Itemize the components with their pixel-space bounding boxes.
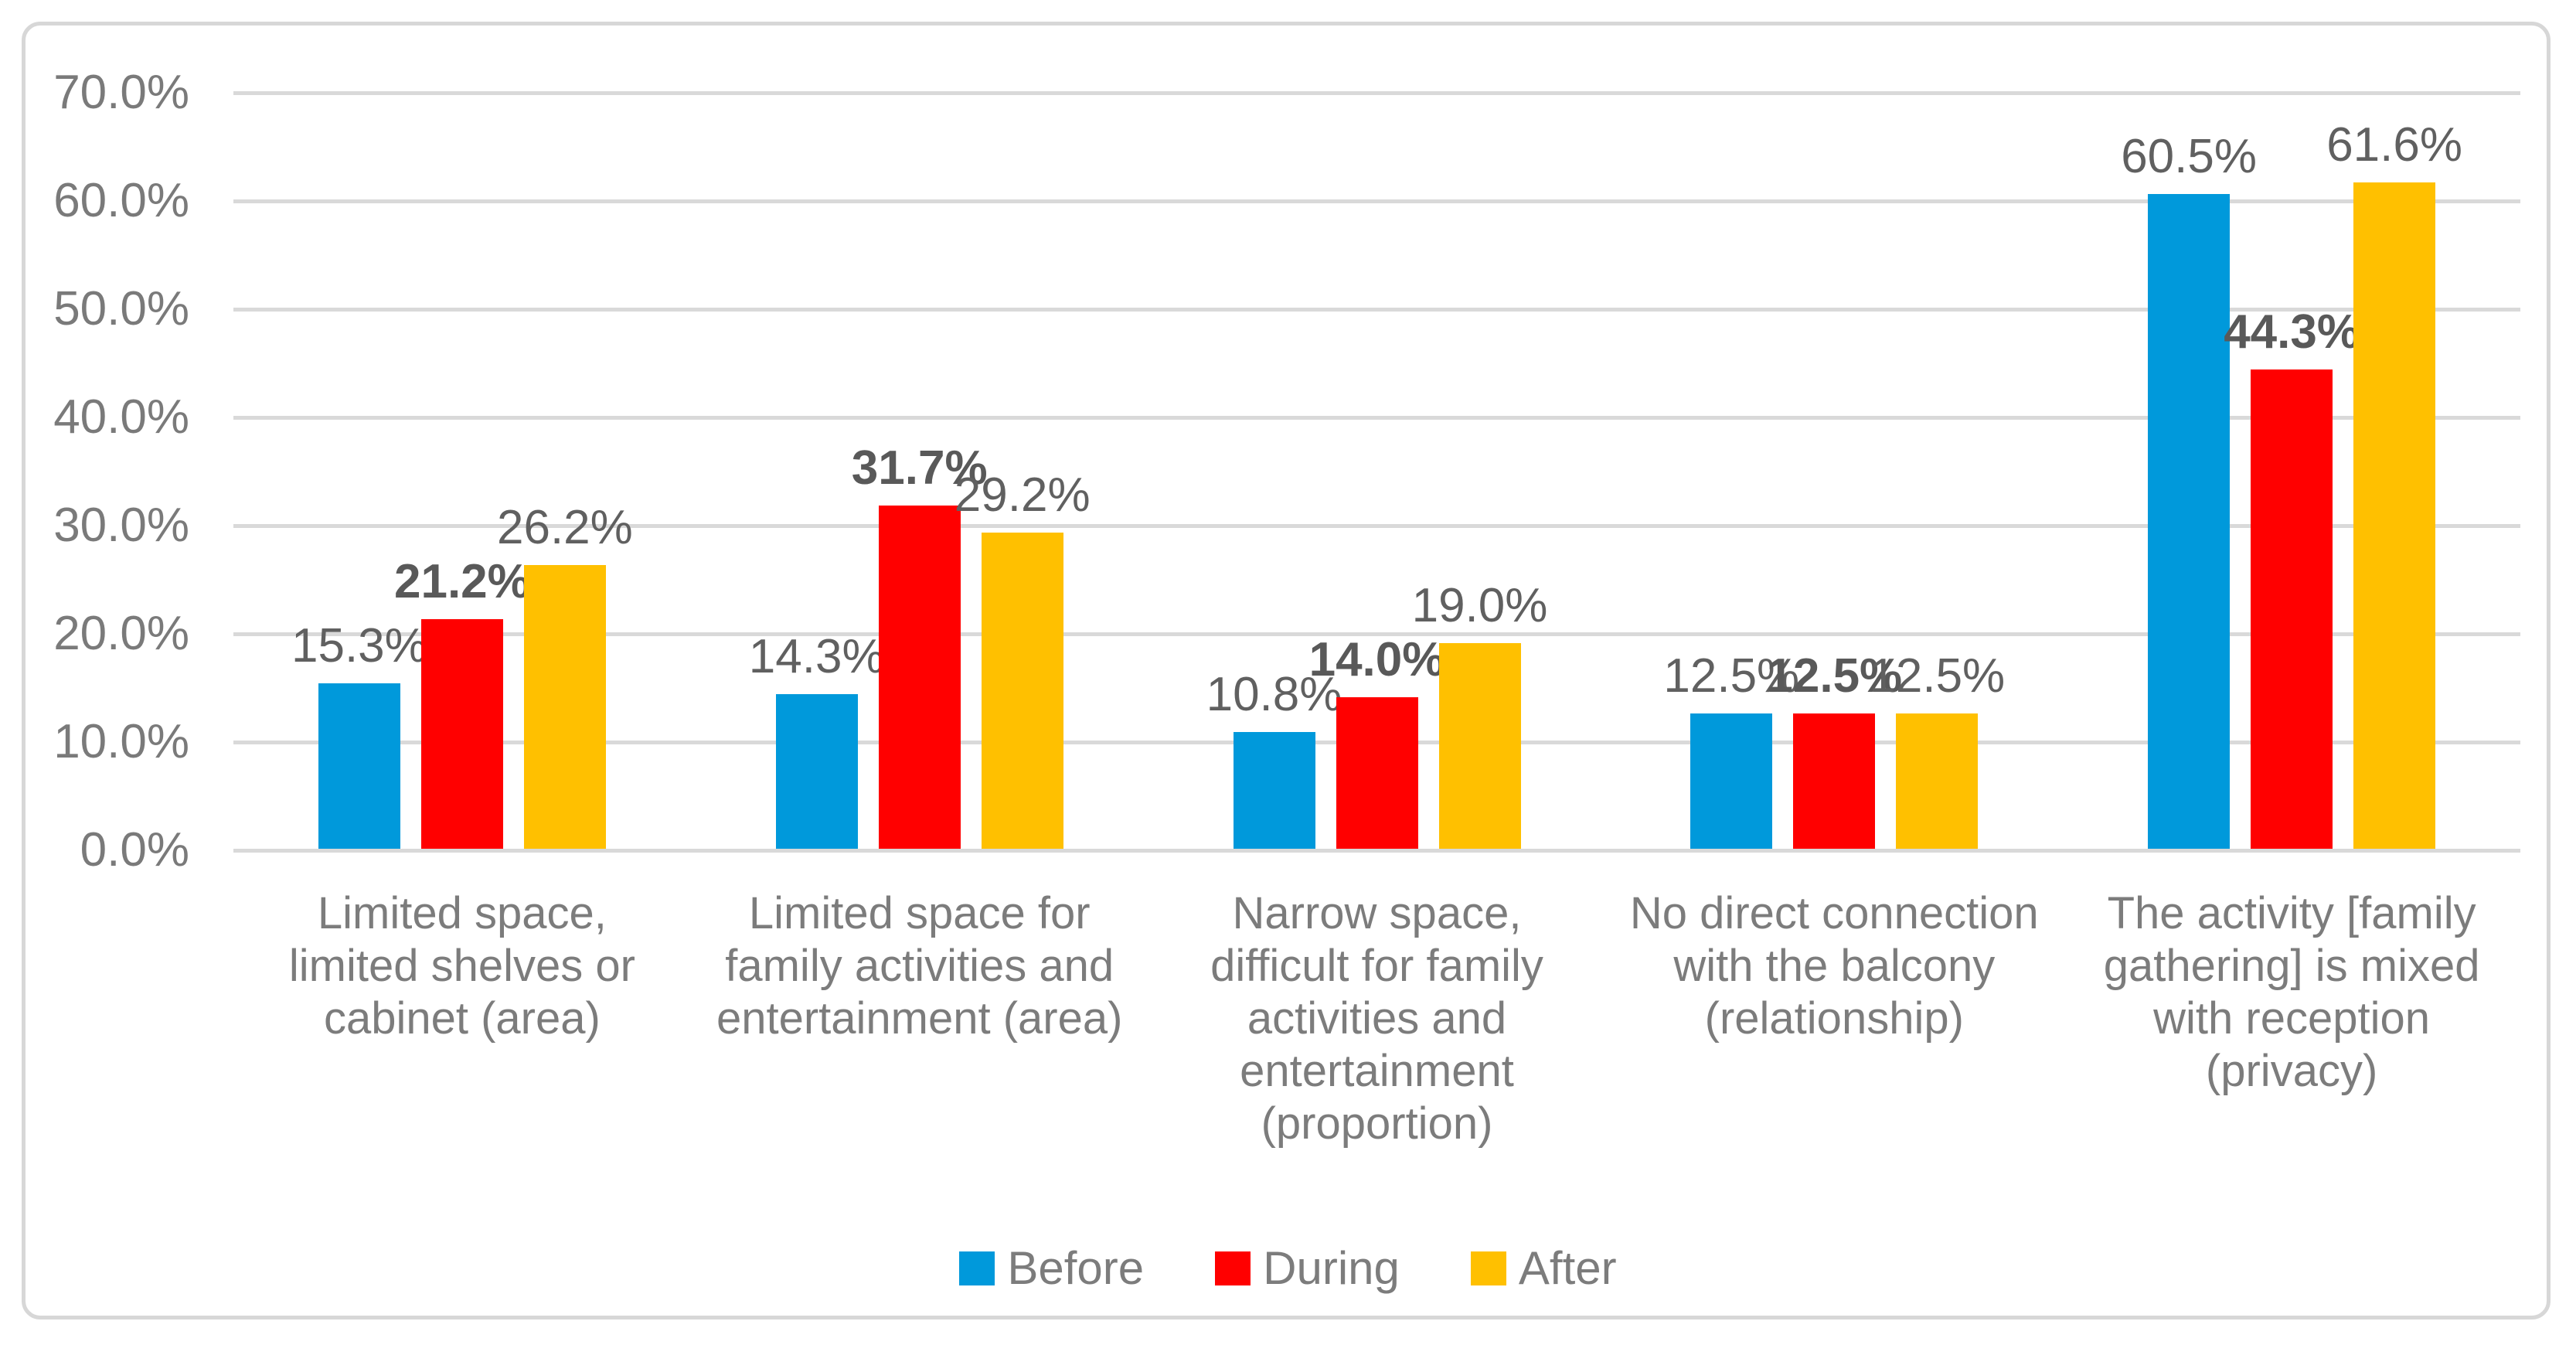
data-label: 10.8% [1206,667,1342,721]
bar-before [1233,731,1315,849]
legend-label: During [1263,1242,1400,1294]
data-label: 14.3% [748,629,885,683]
bar-before [2148,194,2231,849]
x-axis-category-label: Limited space, limited shelves or cabine… [288,888,635,1044]
bar-before [775,693,858,849]
bar-during [1336,697,1418,849]
legend-swatch-before [959,1251,995,1285]
data-label: 61.6% [2326,117,2462,172]
legend-item-after: After [1470,1242,1617,1294]
bar-before [318,683,400,849]
gridline [233,308,2520,312]
y-axis-tick-label: 10.0% [53,715,189,768]
gridline [233,849,2520,853]
data-label: 15.3% [291,618,427,672]
data-label: 44.3% [2224,305,2360,359]
legend-item-before: Before [959,1243,1144,1294]
gridline [233,199,2520,203]
y-axis-tick-label: 50.0% [53,282,189,335]
bar-after [523,565,606,849]
data-label: 26.2% [496,501,633,555]
y-axis-tick-label: 20.0% [53,607,189,660]
data-label: 12.5% [1766,649,1903,703]
bar-after [981,533,1063,849]
y-axis-tick-label: 60.0% [53,174,189,227]
y-axis-tick-label: 30.0% [53,499,189,552]
gridline [233,524,2520,528]
y-axis-tick-label: 40.0% [53,390,189,444]
gridline [233,416,2520,420]
x-axis-category-label: Limited space for family activities and … [716,888,1123,1044]
data-label: 12.5% [1869,649,2006,703]
data-label: 29.2% [954,468,1091,523]
legend-swatch-during [1215,1251,1251,1285]
data-label: 21.2% [393,555,530,609]
data-label: 12.5% [1663,649,1800,703]
legend-item-during: During [1215,1243,1400,1294]
bar-during [878,506,961,849]
data-label: 60.5% [2121,130,2257,183]
x-axis-category-label: No direct connection with the balcony (r… [1629,888,2039,1044]
legend: Before During After [0,1235,2576,1302]
legend-label: Before [1007,1242,1145,1294]
y-axis-tick-label: 0.0% [80,823,189,877]
x-axis-category-label: Narrow space, difficult for family activ… [1210,888,1543,1149]
gridline [233,91,2520,95]
legend-label: After [1518,1242,1617,1294]
bar-after [1438,643,1521,849]
bar-after [1896,713,1979,849]
gridline [233,632,2520,636]
data-label: 19.0% [1411,579,1548,632]
y-axis-tick-label: 70.0% [53,66,189,119]
bar-before [1690,713,1773,849]
legend-swatch-after [1470,1251,1506,1285]
bar-during [1793,713,1876,849]
bar-after [2353,182,2436,849]
bar-during [2251,369,2333,849]
x-axis-category-label: The activity [family gathering] is mixed… [2103,888,2480,1096]
data-label: 31.7% [851,441,988,495]
bar-during [420,619,503,849]
data-label: 14.0% [1308,633,1445,686]
